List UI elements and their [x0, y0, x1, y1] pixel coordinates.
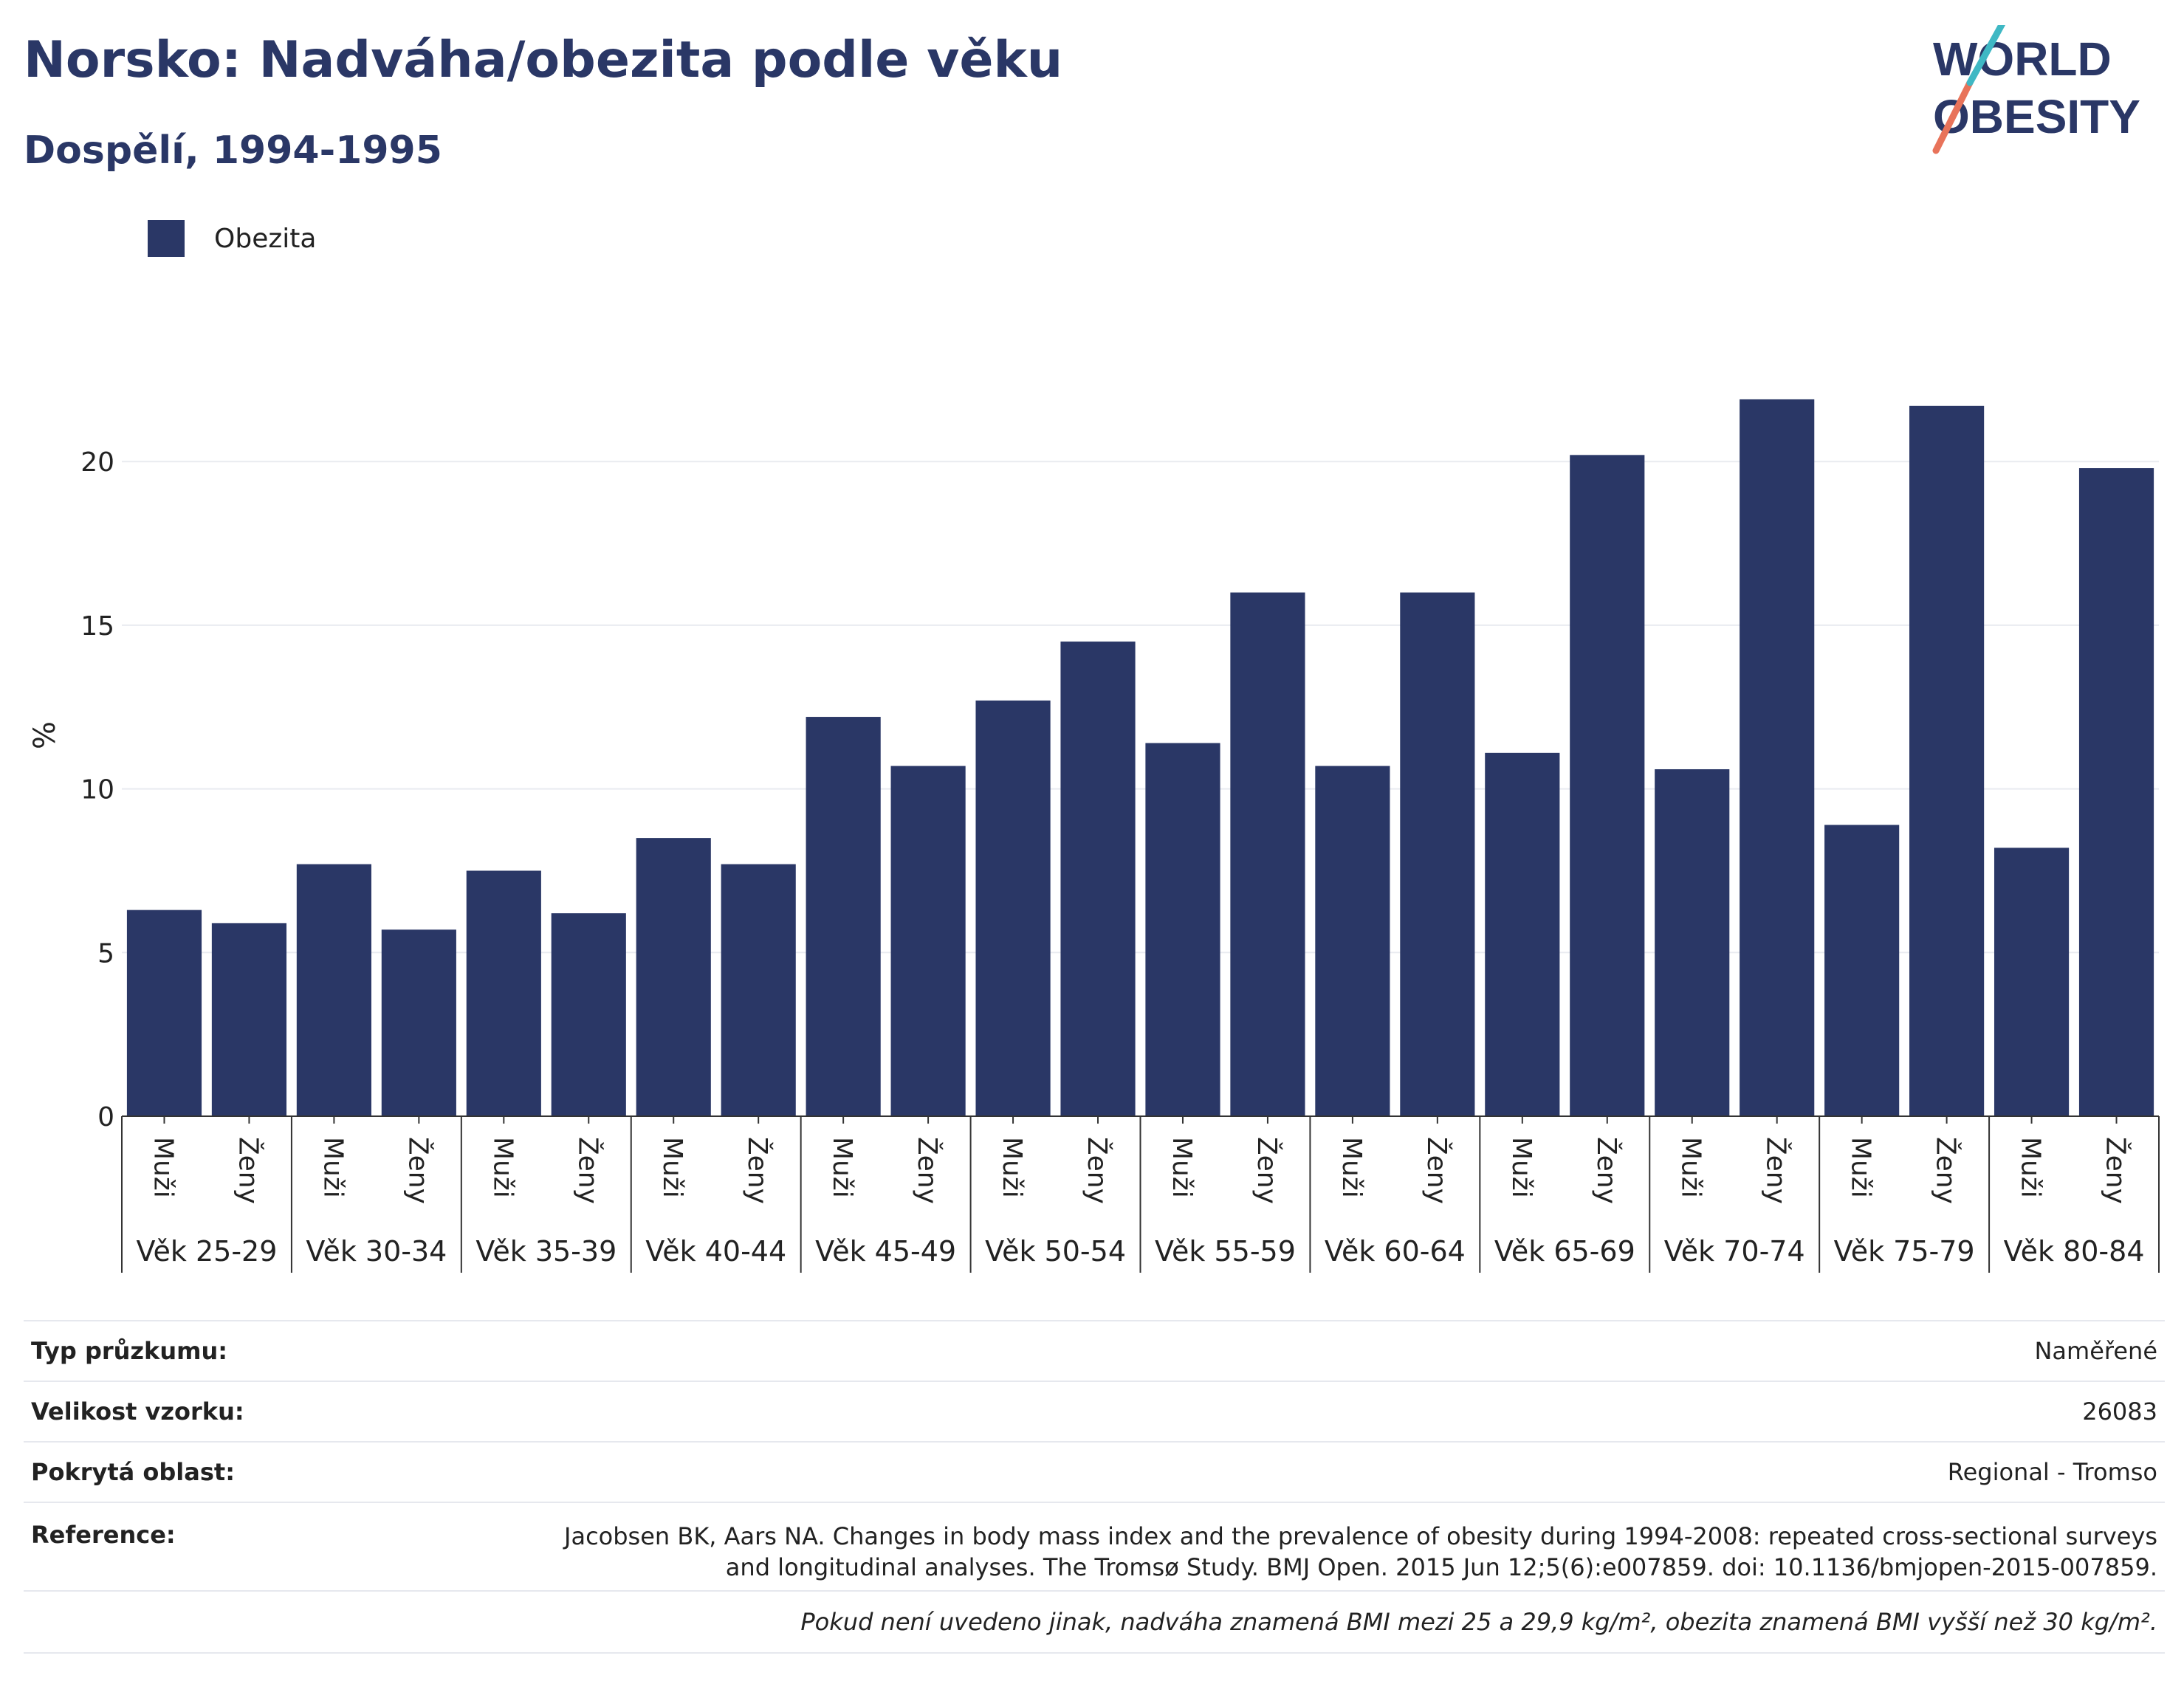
category-tick-label: Ženy [742, 1137, 773, 1204]
y-tick-label: 0 [97, 1102, 114, 1132]
category-tick-label: Ženy [1251, 1137, 1282, 1204]
bar [1485, 752, 1560, 1116]
legend-swatch-obezita [148, 220, 185, 257]
logo-slash-upper [1966, 25, 2006, 86]
age-group-label: Věk 80-84 [2004, 1235, 2145, 1268]
sample-size-label: Velikost vzorku: [31, 1397, 244, 1426]
definition-note: Pokud není uvedeno jinak, nadváha znamen… [24, 1590, 2165, 1654]
reference-text: Jacobsen BK, Aars NA. Changes in body ma… [564, 1521, 2157, 1583]
bar [1315, 766, 1390, 1116]
y-tick-label: 15 [80, 611, 114, 642]
y-tick-label: 10 [80, 775, 114, 805]
reference-row: Reference: Jacobsen BK, Aars NA. Changes… [24, 1502, 2165, 1590]
bar [806, 717, 881, 1116]
bar [1570, 455, 1645, 1116]
category-tick-label: Ženy [1421, 1137, 1452, 1204]
category-tick-label: Muži [487, 1137, 518, 1198]
category-tick-label: Ženy [402, 1137, 433, 1204]
world-obesity-logo: WORLD OBESITY [1932, 25, 2140, 154]
category-tick-label: Muži [827, 1137, 857, 1198]
bar [890, 766, 966, 1116]
category-tick-label: Ženy [1761, 1137, 1792, 1204]
category-tick-label: Ženy [233, 1137, 264, 1204]
info-table: Typ průzkumu: Naměřené Velikost vzorku: … [24, 1320, 2165, 1654]
bar [1060, 642, 1136, 1116]
chart-title: Norsko: Nadváha/obezita podle věku [24, 31, 1063, 89]
age-group-label: Věk 30-34 [306, 1235, 447, 1268]
sample-size-value: 26083 [2082, 1397, 2157, 1426]
category-tick-label: Muži [1676, 1137, 1706, 1198]
area-row: Pokrytá oblast: Regional - Tromso [24, 1441, 2165, 1502]
category-tick-label: Muži [657, 1137, 687, 1198]
category-tick-label: Muži [997, 1137, 1027, 1198]
bar [466, 870, 541, 1116]
category-tick-label: Ženy [2101, 1137, 2132, 1204]
reference-line-1: Jacobsen BK, Aars NA. Changes in body ma… [564, 1522, 2157, 1550]
category-tick-label: Muži [2016, 1137, 2046, 1198]
category-tick-label: Muži [1846, 1137, 1876, 1198]
bar [1994, 848, 2070, 1116]
survey-type-row: Typ průzkumu: Naměřené [24, 1320, 2165, 1381]
bar [381, 929, 456, 1116]
category-tick-label: Muži [317, 1137, 348, 1198]
bar [1909, 405, 1985, 1116]
area-label: Pokrytá oblast: [31, 1458, 235, 1486]
reference-line-2: and longitudinal analyses. The Tromsø St… [725, 1553, 2157, 1581]
category-tick-label: Muži [1336, 1137, 1367, 1198]
category-tick-label: Ženy [572, 1137, 603, 1204]
bar [1740, 399, 1815, 1116]
age-group-label: Věk 35-39 [475, 1235, 617, 1268]
category-tick-label: Muži [1506, 1137, 1536, 1198]
age-group-label: Věk 55-59 [1155, 1235, 1296, 1268]
bar [975, 700, 1051, 1116]
age-group-label: Věk 40-44 [645, 1235, 786, 1268]
category-tick-label: Ženy [1082, 1137, 1113, 1204]
age-group-label: Věk 65-69 [1494, 1235, 1635, 1268]
age-group-label: Věk 50-54 [985, 1235, 1126, 1268]
category-tick-label: Ženy [1931, 1137, 1962, 1204]
age-group-label: Věk 70-74 [1664, 1235, 1805, 1268]
bar [1400, 592, 1475, 1116]
legend-label-obezita: Obezita [214, 223, 317, 254]
logo-line1: WORLD [1933, 32, 2112, 86]
bar-chart: 0 5 10 15 20 Muži Ženy Věk 25-29 Muži Ženy Věk 30-… [28, 399, 2160, 1273]
y-tick-label: 20 [80, 447, 114, 478]
survey-type-label: Typ průzkumu: [31, 1337, 228, 1365]
bar [1655, 769, 1730, 1116]
area-value: Regional - Tromso [1947, 1458, 2157, 1486]
survey-type-value: Naměřené [2034, 1337, 2157, 1365]
reference-label: Reference: [31, 1521, 176, 1549]
bar [1145, 743, 1220, 1116]
age-group-label: Věk 60-64 [1325, 1235, 1466, 1268]
bar [721, 864, 796, 1116]
age-group-label: Věk 45-49 [815, 1235, 956, 1268]
bar [551, 913, 626, 1116]
bar [636, 838, 711, 1116]
category-tick-label: Muži [148, 1137, 178, 1198]
category-tick-label: Ženy [1591, 1137, 1622, 1204]
bar [211, 923, 287, 1116]
logo-line2: OBESITY [1933, 90, 2140, 143]
bar [2078, 468, 2154, 1116]
chart-subtitle: Dospělí, 1994-1995 [24, 128, 442, 173]
age-group-label: Věk 25-29 [136, 1235, 277, 1268]
category-tick-label: Ženy [912, 1137, 943, 1204]
y-tick-label: 5 [97, 938, 114, 969]
logo-slash-lower [1932, 79, 1974, 154]
age-group-label: Věk 75-79 [1834, 1235, 1975, 1268]
y-axis-label: % [28, 721, 62, 749]
legend: Obezita [148, 220, 316, 257]
bar [296, 864, 371, 1116]
bars [126, 399, 2154, 1116]
gridlines [122, 461, 2159, 954]
sample-size-row: Velikost vzorku: 26083 [24, 1381, 2165, 1441]
axes: 0 5 10 15 20 Muži Ženy Věk 25-29 Muži Ženy Věk 30-… [80, 447, 2160, 1273]
bar [1230, 592, 1305, 1116]
bar [1824, 825, 1900, 1116]
bar [126, 910, 202, 1116]
category-tick-label: Muži [1167, 1137, 1197, 1198]
